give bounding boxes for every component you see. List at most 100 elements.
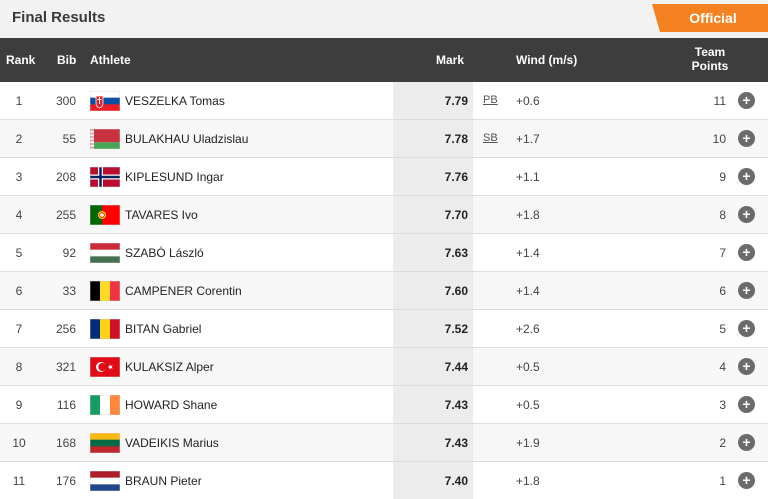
table-row[interactable]: 4 255 TAVARES Ivo 7.70 +1.8 8 + <box>0 196 768 234</box>
header-wind[interactable]: Wind (m/s) <box>516 53 578 67</box>
wind-cell: +1.4 <box>516 246 540 260</box>
bib-cell: 208 <box>55 170 76 184</box>
athlete-name[interactable]: CAMPENER Corentin <box>125 284 242 298</box>
mark-cell-background <box>393 462 473 499</box>
belgium-flag-icon <box>90 281 120 301</box>
athlete-name[interactable]: BITAN Gabriel <box>125 322 202 336</box>
bib-cell: 92 <box>62 246 76 260</box>
record-badge: PB <box>483 94 498 106</box>
table-row[interactable]: 11 176 BRAUN Pieter 7.40 +1.8 1 + <box>0 462 768 499</box>
mark-cell: 7.76 <box>444 170 468 184</box>
team-points-cell: 9 <box>719 170 726 184</box>
lithuania-flag-icon <box>90 433 120 453</box>
athlete-name[interactable]: TAVARES Ivo <box>125 208 198 222</box>
header-rank[interactable]: Rank <box>6 53 36 67</box>
belarus-flag-icon <box>90 129 120 149</box>
header-mark[interactable]: Mark <box>436 53 465 67</box>
mark-cell-background <box>393 82 473 119</box>
table-row[interactable]: 3 208 KIPLESUND Ingar 7.76 +1.1 9 + <box>0 158 768 196</box>
header-bib[interactable]: Bib <box>57 53 77 67</box>
results-topbar: Final Results Official <box>0 0 768 38</box>
portugal-flag-icon <box>90 205 120 225</box>
table-row[interactable]: 9 116 HOWARD Shane 7.43 +0.5 3 + <box>0 386 768 424</box>
rank-cell: 2 <box>15 132 23 146</box>
mark-cell: 7.52 <box>444 322 468 336</box>
results-table-body: 1 300 VESZELKA Tomas 7.79 PB +0.6 11 +2 55 BULAKH… <box>0 82 768 499</box>
team-points-cell: 8 <box>719 208 726 222</box>
athlete-name[interactable]: BULAKHAU Uladzislau <box>125 132 249 146</box>
rank-cell: 8 <box>15 360 23 374</box>
mark-cell: 7.40 <box>444 474 468 488</box>
plus-circle-icon[interactable]: + <box>738 282 755 299</box>
ireland-flag-icon <box>90 395 120 415</box>
wind-cell: +1.8 <box>516 208 540 222</box>
mark-cell: 7.70 <box>444 208 468 222</box>
bib-cell: 256 <box>55 322 76 336</box>
rank-cell: 6 <box>15 284 23 298</box>
rank-cell: 9 <box>15 398 23 412</box>
mark-cell: 7.78 <box>444 132 468 146</box>
plus-circle-icon[interactable]: + <box>738 244 755 261</box>
header-team-points[interactable]: Team Points <box>691 45 729 73</box>
team-points-cell: 2 <box>719 436 726 450</box>
plus-circle-icon[interactable]: + <box>738 472 755 489</box>
team-points-cell: 3 <box>719 398 726 412</box>
table-row[interactable]: 7 256 BITAN Gabriel 7.52 +2.6 5 + <box>0 310 768 348</box>
table-row[interactable]: 2 55 BULAKHAU Uladzislau 7.78 SB +1.7 10 + <box>0 120 768 158</box>
mark-cell-background <box>393 424 473 461</box>
athlete-name[interactable]: KIPLESUND Ingar <box>125 170 224 184</box>
mark-cell: 7.43 <box>444 436 468 450</box>
wind-cell: +1.8 <box>516 474 540 488</box>
athlete-name[interactable]: VADEIKIS Marius <box>125 436 219 450</box>
plus-circle-icon[interactable]: + <box>738 396 755 413</box>
mark-cell-background <box>393 272 473 309</box>
bib-cell: 116 <box>56 398 76 412</box>
athlete-name[interactable]: SZABÓ László <box>125 246 204 260</box>
mark-cell: 7.60 <box>444 284 468 298</box>
athlete-name[interactable]: KULAKSIZ Alper <box>125 360 214 374</box>
plus-circle-icon[interactable]: + <box>738 168 755 185</box>
table-row[interactable]: 1 300 VESZELKA Tomas 7.79 PB +0.6 11 + <box>0 82 768 120</box>
plus-circle-icon[interactable]: + <box>738 434 755 451</box>
team-points-cell: 1 <box>719 474 726 488</box>
athlete-name[interactable]: VESZELKA Tomas <box>125 94 225 108</box>
wind-cell: +1.7 <box>516 132 540 146</box>
table-row[interactable]: 10 168 VADEIKIS Marius 7.43 +1.9 2 + <box>0 424 768 462</box>
plus-circle-icon[interactable]: + <box>738 320 755 337</box>
bib-cell: 168 <box>55 436 76 450</box>
wind-cell: +1.1 <box>516 170 540 184</box>
bib-cell: 55 <box>62 132 76 146</box>
hungary-flag-icon <box>90 243 120 263</box>
plus-circle-icon[interactable]: + <box>738 358 755 375</box>
team-points-cell: 10 <box>712 132 726 146</box>
table-header: Rank Bib Athlete Mark Wind (m/s) Team Po… <box>0 38 768 82</box>
wind-cell: +0.5 <box>516 398 540 412</box>
table-row[interactable]: 5 92 SZABÓ László 7.63 +1.4 7 + <box>0 234 768 272</box>
rank-cell: 11 <box>12 474 26 488</box>
mark-cell: 7.43 <box>444 398 468 412</box>
table-row[interactable]: 6 33 CAMPENER Corentin 7.60 +1.4 6 + <box>0 272 768 310</box>
mark-cell-background <box>393 348 473 385</box>
rank-cell: 10 <box>12 436 26 450</box>
wind-cell: +1.4 <box>516 284 540 298</box>
rank-cell: 5 <box>15 246 23 260</box>
mark-cell: 7.44 <box>444 360 468 374</box>
team-points-cell: 5 <box>719 322 726 336</box>
mark-cell-background <box>393 120 473 157</box>
athlete-name[interactable]: HOWARD Shane <box>125 398 218 412</box>
wind-cell: +1.9 <box>516 436 540 450</box>
mark-cell-background <box>393 310 473 347</box>
wind-cell: +0.6 <box>516 94 540 108</box>
table-row[interactable]: 8 321 KULAKSIZ Alper 7.44 +0.5 4 + <box>0 348 768 386</box>
wind-cell: +0.5 <box>516 360 540 374</box>
team-points-cell: 7 <box>719 246 726 260</box>
bib-cell: 33 <box>62 284 76 298</box>
athlete-name[interactable]: BRAUN Pieter <box>125 474 202 488</box>
plus-circle-icon[interactable]: + <box>738 92 755 109</box>
bib-cell: 176 <box>55 474 76 488</box>
plus-circle-icon[interactable]: + <box>738 206 755 223</box>
rank-cell: 3 <box>15 170 23 184</box>
team-points-cell: 6 <box>719 284 726 298</box>
header-athlete[interactable]: Athlete <box>90 53 131 67</box>
plus-circle-icon[interactable]: + <box>738 130 755 147</box>
